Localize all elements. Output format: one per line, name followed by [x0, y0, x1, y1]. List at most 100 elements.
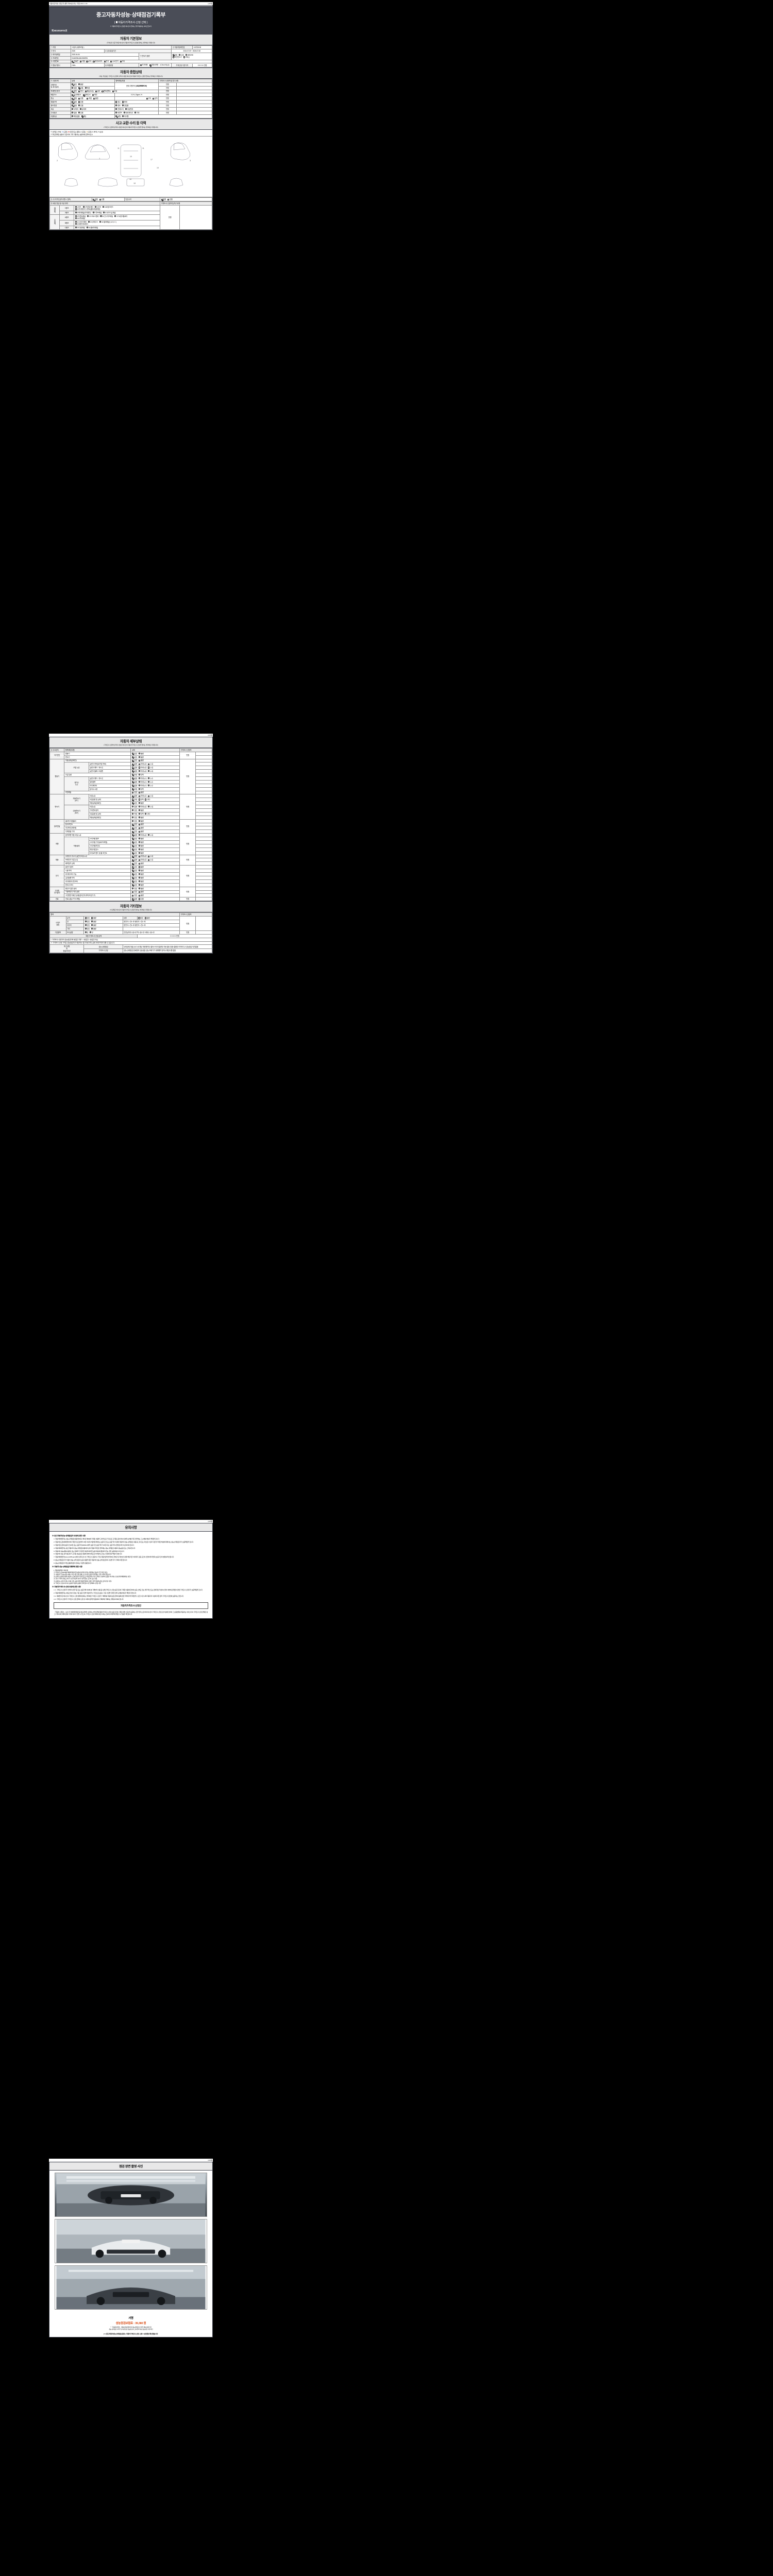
checkbox-icon[interactable] — [131, 852, 133, 854]
other-note-cell[interactable] — [122, 927, 180, 931]
option-적정[interactable]: 적정 — [131, 774, 137, 776]
checkbox-icon[interactable] — [75, 221, 77, 223]
checkbox-icon[interactable] — [153, 97, 155, 99]
device-status-options[interactable]: 양호 불량 — [130, 886, 180, 891]
checkbox-icon[interactable] — [138, 841, 140, 843]
checkbox-icon[interactable] — [85, 917, 87, 919]
vin-marking-options[interactable]: 양호 부식 훼손(오손) 상이 변조(변타) 도말 — [70, 89, 159, 94]
option-미세누유[interactable]: 미세누유 — [138, 763, 147, 765]
option-different[interactable]: 상이 — [95, 90, 100, 92]
special-note-cell[interactable] — [176, 110, 213, 115]
checkbox-icon[interactable] — [131, 759, 133, 761]
checkbox-icon[interactable] — [75, 217, 77, 219]
special-remarks-text-1[interactable]: 내외장태그램(1,547,410원)/ 차량예약무/ 클러스터의 발광체/ 자동… — [122, 944, 213, 949]
fuel-option-gasoline[interactable]: 가솔린 — [72, 60, 78, 62]
checkbox-icon[interactable] — [145, 813, 147, 815]
special-note-cell[interactable] — [176, 104, 213, 108]
option-corrosion[interactable]: 부식 — [78, 90, 83, 92]
option-누수[interactable]: 누수 — [147, 781, 153, 783]
checkbox-icon[interactable] — [167, 198, 170, 200]
option-불량[interactable]: 불량 — [138, 820, 144, 822]
checkbox-icon[interactable] — [131, 838, 133, 840]
checkbox-icon[interactable] — [72, 94, 74, 96]
checkbox-icon[interactable] — [138, 770, 140, 772]
option-altered[interactable]: 변조(변타) — [102, 90, 111, 92]
option-없음[interactable]: 없음 — [131, 795, 137, 797]
checkbox-icon[interactable] — [131, 816, 133, 819]
checkbox-icon[interactable] — [92, 94, 94, 96]
option-양호[interactable]: 양호 — [131, 880, 137, 883]
option-양호[interactable]: 양호 — [131, 877, 137, 879]
device-special-cell[interactable] — [195, 751, 212, 756]
checkbox-icon[interactable] — [138, 816, 140, 819]
option-부족[interactable]: 부족 — [138, 799, 144, 801]
option-양호[interactable]: 양호 — [131, 802, 137, 804]
checkbox-icon[interactable] — [138, 799, 140, 801]
checkbox-icon[interactable] — [92, 212, 94, 214]
checkbox-icon[interactable] — [131, 884, 133, 886]
option-없음[interactable]: 없음 — [131, 806, 137, 808]
checkbox-icon[interactable] — [99, 221, 102, 223]
checkbox-icon[interactable] — [138, 887, 140, 889]
warranty-options[interactable]: 자가보증 보험사보증 [신한EZ손해보험] — [139, 63, 172, 67]
option-exists[interactable]: 있음 — [78, 112, 83, 114]
checkbox-icon[interactable] — [138, 802, 140, 804]
option-양호[interactable]: 양호 — [131, 820, 137, 822]
checkbox-icon[interactable] — [72, 83, 74, 86]
option-양호[interactable]: 양호 — [131, 831, 137, 833]
checkbox-icon[interactable] — [123, 112, 125, 114]
option-불량[interactable]: 불량 — [138, 891, 144, 893]
checkbox-icon[interactable] — [87, 227, 89, 229]
device-status-options[interactable]: 양호 불량 — [130, 808, 180, 812]
transmission-option-semiauto[interactable]: 세미오토 — [185, 54, 193, 56]
option-flood[interactable]: 침수 — [115, 101, 121, 103]
option-불량[interactable]: 불량 — [138, 845, 144, 847]
emission-options[interactable]: 일산화탄소 탄화수소 매연 — [70, 93, 115, 97]
option-불량[interactable]: 불량 — [138, 852, 144, 854]
part-rear-panel[interactable]: 18.리어패널 — [75, 217, 85, 219]
checkbox-icon[interactable] — [93, 60, 95, 62]
checkbox-icon[interactable] — [147, 770, 149, 772]
option-불량[interactable]: 불량 — [138, 873, 144, 875]
option-none[interactable]: 없음 — [72, 97, 77, 99]
checkbox-icon[interactable] — [86, 60, 88, 62]
checkbox-icon[interactable] — [147, 784, 149, 787]
device-status-options[interactable]: 양호 불량 — [130, 851, 180, 855]
part-side-sill-panel[interactable]: 8.사이드실 패널 — [103, 212, 116, 214]
checkbox-icon[interactable] — [131, 870, 133, 872]
tuning-options[interactable]: 없음 있음 적법 불법 — [70, 96, 115, 101]
checkbox-icon[interactable] — [138, 823, 140, 825]
checkbox-icon[interactable] — [138, 880, 140, 883]
device-status-options[interactable]: 없음 미세누유 누유 — [130, 794, 180, 799]
device-status-options[interactable]: 양호 불량 — [130, 865, 180, 870]
checkbox-icon[interactable] — [138, 791, 140, 793]
option-illegal[interactable]: 불법 — [93, 97, 98, 99]
checkbox-icon[interactable] — [138, 845, 140, 847]
option-양호[interactable]: 양호 — [131, 891, 137, 893]
checkbox-icon[interactable] — [100, 215, 102, 217]
option-누수[interactable]: 누수 — [147, 777, 153, 779]
device-special-cell[interactable] — [195, 897, 212, 902]
checkbox-icon[interactable] — [147, 763, 149, 765]
device-status-options[interactable]: 적정 부족 — [130, 787, 180, 791]
checkbox-icon[interactable] — [115, 115, 117, 117]
checkbox-icon[interactable] — [131, 767, 133, 769]
checkbox-icon[interactable] — [138, 848, 140, 851]
checkbox-icon[interactable] — [102, 90, 104, 92]
option-적정[interactable]: 적정 — [131, 788, 137, 790]
tire-position-options[interactable]: 운전석 □ 전/□ 후 동반석 □ 전/□ 후 — [122, 923, 180, 928]
checkbox-icon[interactable] — [138, 855, 140, 857]
checkbox-icon[interactable] — [79, 108, 81, 110]
checkbox-icon[interactable] — [138, 820, 140, 822]
tuning-type-options[interactable]: 구조 장치 — [114, 96, 159, 101]
fuel-option-hybrid[interactable]: 하이브리드 — [93, 60, 103, 62]
device-special-cell[interactable] — [195, 758, 212, 763]
part-inside-panel[interactable]: 11.인사이드패널 — [100, 215, 113, 217]
option-painted[interactable]: 도말 — [112, 90, 117, 92]
checkbox-icon[interactable] — [78, 90, 80, 92]
part-wheel-house[interactable]: 13.휠하우스 — [88, 221, 98, 223]
device-special-cell[interactable] — [195, 805, 212, 809]
option-부족[interactable]: 부족 — [138, 774, 144, 776]
device-status-options[interactable]: 양호 불량 — [130, 815, 180, 820]
option-과다[interactable]: 과다 — [145, 799, 150, 801]
